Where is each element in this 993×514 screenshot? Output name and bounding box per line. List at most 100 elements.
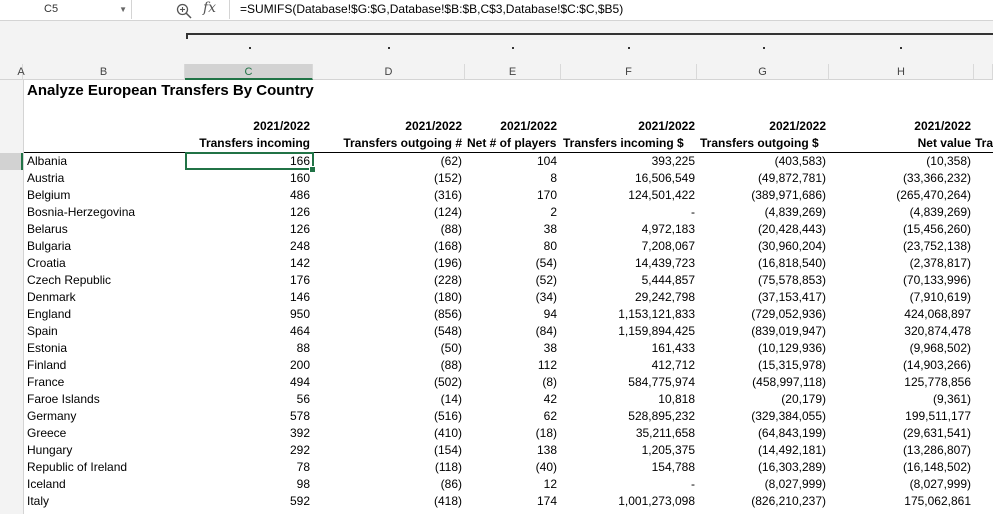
cell-net-val[interactable]: (29,631,541) <box>902 426 971 440</box>
column-header-f[interactable]: F <box>561 64 697 80</box>
cell-in-usd[interactable]: 10,818 <box>658 392 695 406</box>
cell-country[interactable]: Germany <box>27 409 77 423</box>
cell-net[interactable]: 138 <box>536 443 557 457</box>
cell-in-usd[interactable]: 29,242,798 <box>634 290 695 304</box>
group-level-dot[interactable] <box>900 47 902 49</box>
column-header-e[interactable]: E <box>465 64 561 80</box>
cell-in[interactable]: 578 <box>289 409 310 423</box>
cell-country[interactable]: Spain <box>27 324 58 338</box>
cell-in[interactable]: 98 <box>296 477 310 491</box>
cell-country[interactable]: Estonia <box>27 341 68 355</box>
cell-net[interactable]: (18) <box>535 426 557 440</box>
cell-net[interactable]: 174 <box>536 494 557 508</box>
cell-in-usd[interactable]: 1,153,121,833 <box>618 307 695 321</box>
cell-in[interactable]: 78 <box>296 460 310 474</box>
cell-in-usd[interactable]: 5,444,857 <box>641 273 695 287</box>
group-level-dot[interactable] <box>249 47 251 49</box>
group-level-dot[interactable] <box>628 47 630 49</box>
cell-out[interactable]: (152) <box>433 171 462 185</box>
cell-out-usd[interactable]: (826,210,237) <box>751 494 826 508</box>
cell-out[interactable]: (410) <box>433 426 462 440</box>
cell-in[interactable]: 126 <box>289 222 310 236</box>
cell-out[interactable]: (228) <box>433 273 462 287</box>
cell-net[interactable]: 42 <box>543 392 557 406</box>
cell-net-val[interactable]: (13,286,807) <box>902 443 971 457</box>
cell-net-val[interactable]: 320,874,478 <box>904 324 971 338</box>
cell-out-usd[interactable]: (30,960,204) <box>757 239 826 253</box>
cell-in[interactable]: 200 <box>289 358 310 372</box>
cell-in[interactable]: 592 <box>289 494 310 508</box>
cell-country[interactable]: Republic of Ireland <box>27 460 128 474</box>
cell-out-usd[interactable]: (64,843,199) <box>757 426 826 440</box>
cell-net-val[interactable]: (10,358) <box>926 154 971 168</box>
cell-out[interactable]: (418) <box>433 494 462 508</box>
cell-in-usd[interactable]: 7,208,067 <box>641 239 695 253</box>
cell-country[interactable]: Czech Republic <box>27 273 112 287</box>
cell-net-val[interactable]: (14,903,266) <box>902 358 971 372</box>
cell-out-usd[interactable]: (458,997,118) <box>752 375 826 389</box>
cell-net-val[interactable]: 199,511,177 <box>905 409 971 423</box>
cell-in[interactable]: 56 <box>296 392 310 406</box>
cell-in[interactable]: 950 <box>289 307 310 321</box>
cell-net[interactable]: (84) <box>535 324 557 338</box>
cell-out[interactable]: (154) <box>433 443 462 457</box>
cell-net-val[interactable]: (16,148,502) <box>902 460 971 474</box>
zoom-icon[interactable] <box>176 0 192 19</box>
cell-net-val[interactable]: (9,968,502) <box>909 341 971 355</box>
cell-out-usd[interactable]: (75,578,853) <box>757 273 826 287</box>
cell-country[interactable]: Faroe Islands <box>27 392 100 406</box>
cell-in-usd[interactable]: 124,501,422 <box>628 188 695 202</box>
group-level-dot[interactable] <box>763 47 765 49</box>
cell-out-usd[interactable]: (329,384,055) <box>751 409 826 423</box>
cell-out[interactable]: (502) <box>433 375 462 389</box>
cell-out-usd[interactable]: (8,027,999) <box>764 477 826 491</box>
cell-net-val[interactable]: 125,778,856 <box>904 375 971 389</box>
cell-in[interactable]: 166 <box>289 154 310 168</box>
cell-out-usd[interactable]: (14,492,181) <box>757 443 826 457</box>
cell-in-usd[interactable]: 1,159,894,425 <box>618 324 695 338</box>
column-header-g[interactable]: G <box>697 64 829 80</box>
cell-out-usd[interactable]: (16,818,540) <box>757 256 826 270</box>
cell-in[interactable]: 142 <box>289 256 310 270</box>
cell-in-usd[interactable]: 1,205,375 <box>641 443 695 457</box>
cell-country[interactable]: Croatia <box>27 256 66 270</box>
cell-net[interactable]: 38 <box>543 341 557 355</box>
active-cell[interactable] <box>185 152 314 170</box>
cell-out[interactable]: (86) <box>440 477 462 491</box>
group-bracket[interactable] <box>186 33 993 35</box>
cell-net[interactable]: 80 <box>543 239 557 253</box>
cell-net[interactable]: (8) <box>542 375 557 389</box>
cell-in-usd[interactable]: 35,211,658 <box>635 426 695 440</box>
cell-country[interactable]: Denmark <box>27 290 76 304</box>
group-level-dot[interactable] <box>388 47 390 49</box>
cell-net[interactable]: 112 <box>537 358 557 372</box>
cell-net-val[interactable]: (9,361) <box>932 392 971 406</box>
cell-out-usd[interactable]: (4,839,269) <box>764 205 826 219</box>
column-header-i[interactable] <box>974 64 993 80</box>
column-header-c[interactable]: C <box>185 64 313 80</box>
cell-country[interactable]: Austria <box>27 171 65 185</box>
cell-out[interactable]: (316) <box>433 188 462 202</box>
cell-in[interactable]: 494 <box>289 375 310 389</box>
chevron-down-icon[interactable]: ▼ <box>119 5 127 14</box>
column-header-d[interactable]: D <box>313 64 465 80</box>
cell-out-usd[interactable]: (729,052,936) <box>751 307 826 321</box>
cell-in[interactable]: 126 <box>289 205 310 219</box>
cell-country[interactable]: France <box>27 375 65 389</box>
cell-in-usd[interactable]: 528,895,232 <box>628 409 695 423</box>
cell-net[interactable]: 2 <box>550 205 557 219</box>
cell-out[interactable]: (14) <box>440 392 462 406</box>
cell-out-usd[interactable]: (839,019,947) <box>751 324 826 338</box>
fill-handle[interactable] <box>309 166 316 173</box>
cell-net[interactable]: 38 <box>543 222 557 236</box>
cell-in-usd[interactable]: 161,433 <box>651 341 695 355</box>
cell-net-val[interactable]: (7,910,619) <box>909 290 971 304</box>
cell-net[interactable]: 170 <box>536 188 557 202</box>
cell-out[interactable]: (118) <box>434 460 462 474</box>
cell-net[interactable]: (40) <box>535 460 557 474</box>
cell-country[interactable]: Finland <box>27 358 67 372</box>
cell-out[interactable]: (88) <box>440 222 462 236</box>
cell-country[interactable]: Belgium <box>27 188 71 202</box>
cell-in-usd[interactable]: 16,506,549 <box>634 171 695 185</box>
